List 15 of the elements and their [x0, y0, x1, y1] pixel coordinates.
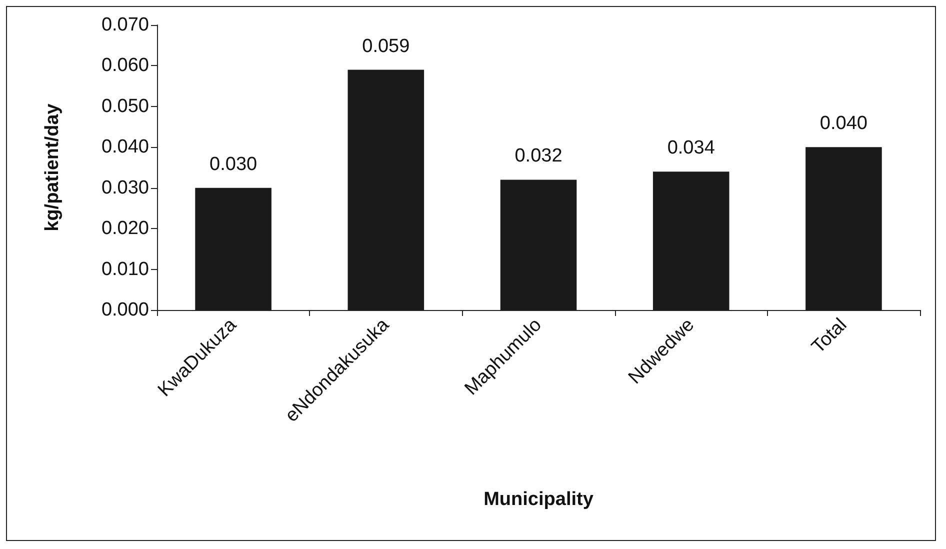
- data-label: 0.059: [362, 36, 410, 57]
- y-tick-label: 0.020: [101, 218, 149, 240]
- y-tick-label: 0.050: [101, 96, 149, 117]
- data-label: 0.032: [514, 146, 562, 167]
- y-tick-label: 0.070: [101, 14, 149, 36]
- y-tick-label: 0.010: [101, 258, 149, 280]
- y-tick-label: 0.040: [101, 136, 149, 158]
- y-tick-label: 0.000: [101, 300, 149, 320]
- y-tick-label: 0.060: [101, 55, 149, 76]
- data-label: 0.040: [820, 113, 868, 134]
- data-label: 0.030: [210, 154, 258, 175]
- y-tick-label: 0.030: [101, 177, 149, 198]
- data-label: 0.034: [667, 138, 716, 159]
- y-axis-title: kg/patient/day: [42, 103, 63, 232]
- x-axis-title: Municipality: [484, 489, 594, 510]
